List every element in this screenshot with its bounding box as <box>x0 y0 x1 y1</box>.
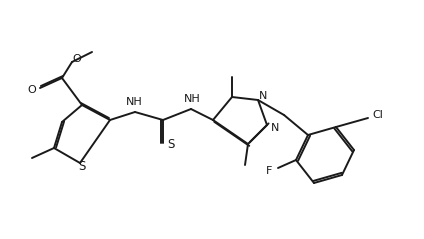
Text: O: O <box>73 54 81 64</box>
Text: Cl: Cl <box>373 110 383 120</box>
Text: S: S <box>78 159 86 173</box>
Text: N: N <box>271 123 279 133</box>
Text: N: N <box>259 91 267 101</box>
Text: O: O <box>28 85 36 95</box>
Text: NH: NH <box>126 97 142 107</box>
Text: NH: NH <box>184 94 201 104</box>
Text: S: S <box>167 138 175 152</box>
Text: F: F <box>266 166 272 176</box>
